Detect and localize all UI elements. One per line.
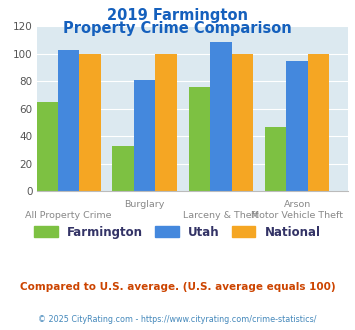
Bar <box>155 54 177 191</box>
Text: Arson: Arson <box>284 200 311 209</box>
Text: Motor Vehicle Theft: Motor Vehicle Theft <box>251 211 343 219</box>
Legend: Farmington, Utah, National: Farmington, Utah, National <box>29 221 326 243</box>
Bar <box>286 61 308 191</box>
Bar <box>265 127 286 191</box>
Bar <box>210 42 232 191</box>
Bar <box>189 87 210 191</box>
Bar <box>134 80 155 191</box>
Bar <box>36 102 58 191</box>
Bar <box>232 54 253 191</box>
Text: Larceny & Theft: Larceny & Theft <box>183 211 259 219</box>
Bar <box>79 54 101 191</box>
Text: © 2025 CityRating.com - https://www.cityrating.com/crime-statistics/: © 2025 CityRating.com - https://www.city… <box>38 315 317 324</box>
Text: Burglary: Burglary <box>125 200 165 209</box>
Text: Property Crime Comparison: Property Crime Comparison <box>63 21 292 36</box>
Text: All Property Crime: All Property Crime <box>25 211 112 219</box>
Bar <box>58 50 79 191</box>
Text: Compared to U.S. average. (U.S. average equals 100): Compared to U.S. average. (U.S. average … <box>20 282 335 292</box>
Text: 2019 Farmington: 2019 Farmington <box>107 8 248 23</box>
Bar <box>113 146 134 191</box>
Bar <box>308 54 329 191</box>
